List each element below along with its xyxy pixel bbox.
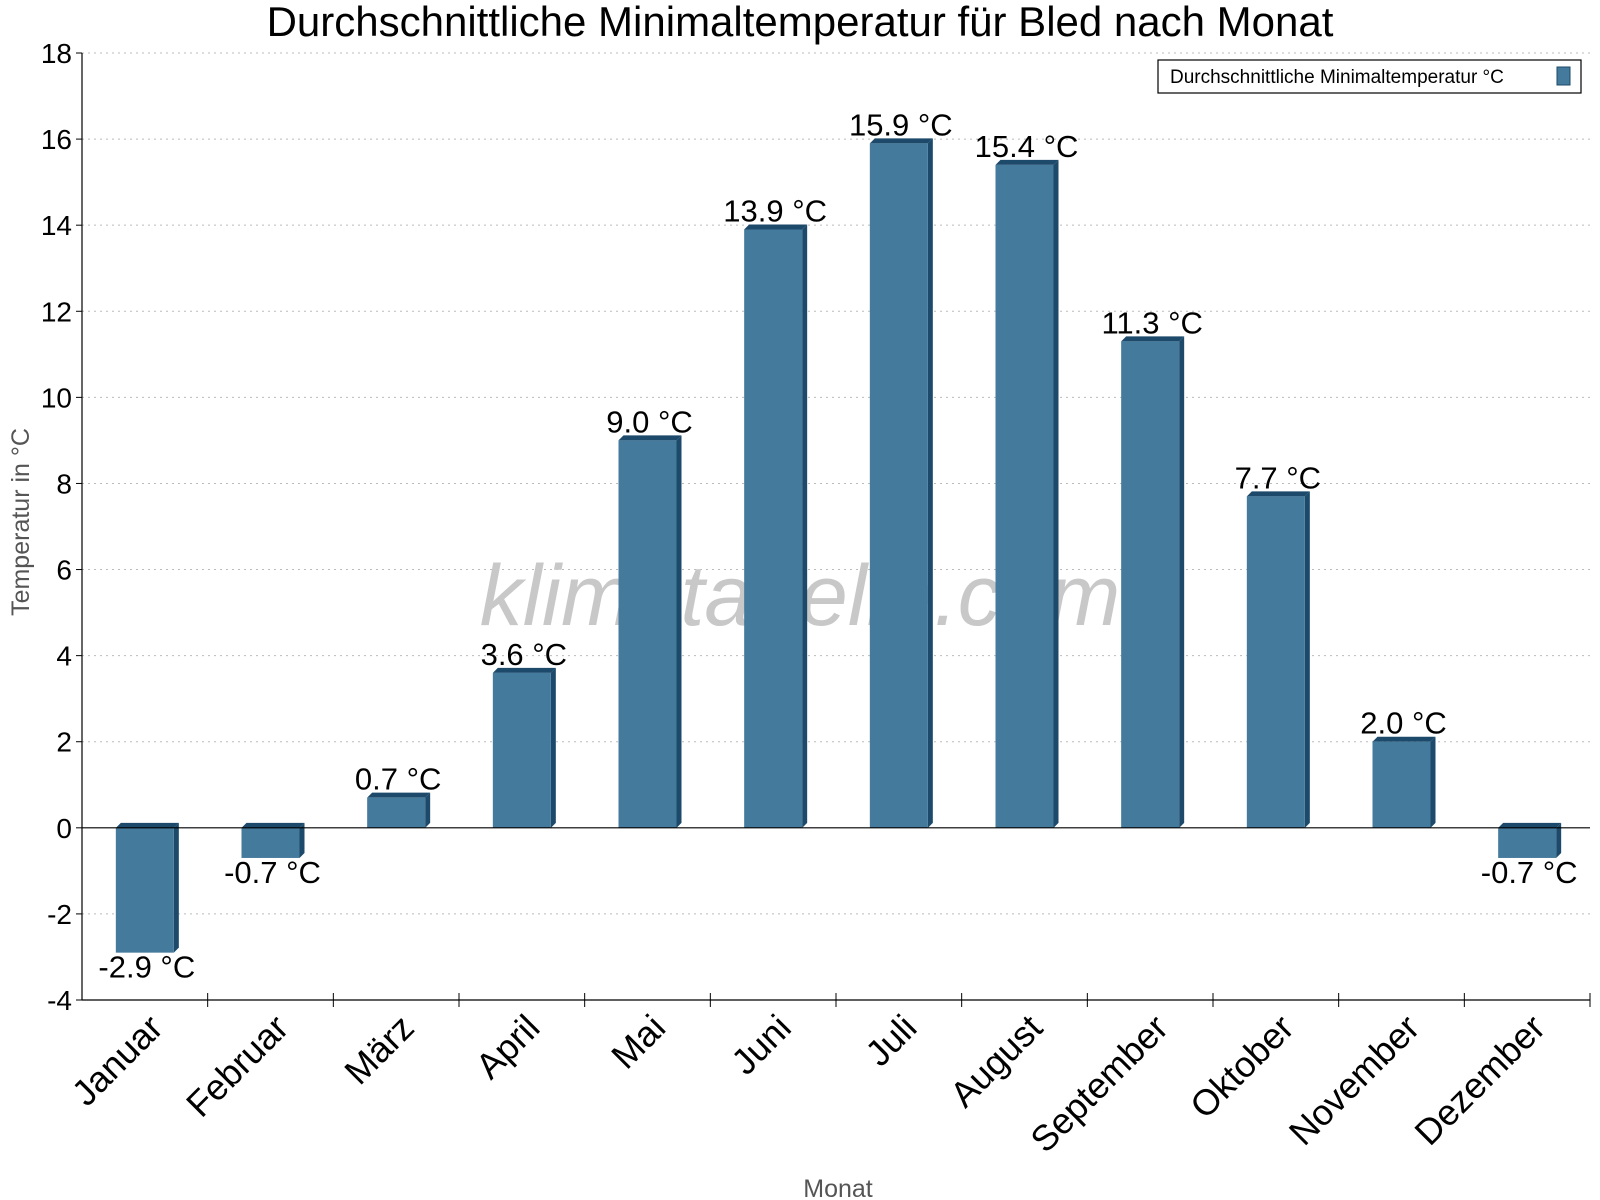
x-tick-labels: Januar Februar März April Mai Juni Juli AugustS…: [64, 1007, 1553, 1161]
x-tick-label: Januar: [64, 1007, 171, 1114]
data-label: -2.9 °C: [98, 950, 195, 985]
bar-front-face: [995, 164, 1054, 828]
bar-4: [618, 435, 682, 828]
bar-top-face: [995, 159, 1059, 165]
bar-8: [1121, 336, 1185, 828]
data-label: 13.9 °C: [723, 193, 827, 228]
x-tick-label: Juni: [723, 1007, 799, 1083]
bar-top-face: [1498, 822, 1562, 828]
bar-5: [744, 224, 808, 828]
bar-front-face: [1246, 496, 1305, 828]
bar-0: [115, 822, 179, 953]
bar-side-face: [1304, 491, 1310, 828]
bar-side-face: [173, 822, 179, 953]
bar-top-face: [241, 822, 305, 828]
x-tick-label: Februar: [178, 1007, 296, 1125]
data-label: 2.0 °C: [1360, 706, 1447, 741]
bar-front-face: [1498, 827, 1557, 858]
x-tick-label: Dezember: [1406, 1007, 1552, 1153]
x-tick-label: November: [1281, 1007, 1427, 1153]
bar-top-face: [367, 792, 431, 798]
x-tick-label: Juli: [857, 1007, 924, 1074]
data-label: 7.7 °C: [1235, 460, 1322, 495]
bar-side-face: [1179, 336, 1185, 828]
data-label: 0.7 °C: [355, 762, 442, 797]
bar-front-face: [1121, 341, 1180, 828]
x-tick-label: März: [336, 1007, 422, 1093]
y-tick-label: 4: [56, 641, 72, 672]
x-tick-label: Mai: [603, 1007, 673, 1077]
grid: [82, 52, 1590, 915]
data-label: -0.7 °C: [1481, 855, 1578, 890]
x-tick-label: September: [1022, 1007, 1176, 1161]
bar-front-face: [744, 229, 803, 828]
bar-front-face: [367, 797, 426, 828]
data-label: -0.7 °C: [224, 855, 321, 890]
y-tick-label: 10: [41, 382, 72, 413]
y-tick-label: 8: [56, 468, 72, 499]
y-tick-labels: -4 -2 0 2 4 6 8 10 12 14 16 18: [41, 38, 72, 1016]
bar-side-face: [550, 667, 556, 828]
bar-10: [1372, 736, 1436, 828]
bar-top-face: [618, 435, 682, 441]
bar-side-face: [1556, 822, 1562, 858]
bar-front-face: [869, 143, 928, 828]
y-axis-title: Temperatur in °C: [7, 428, 35, 616]
bar-2: [367, 792, 431, 828]
x-axis-title: Monat: [803, 1175, 873, 1200]
bar-top-face: [1246, 491, 1310, 497]
bar-top-face: [115, 822, 179, 828]
data-labels: -2.9 °C -0.7 °C 0.7 °C 3.6 °C 9.0 °C 13.9 °C 1…: [98, 107, 1577, 984]
bar-9: [1246, 491, 1310, 828]
bar-side-face: [802, 224, 808, 828]
bar-side-face: [299, 822, 305, 858]
bar-top-face: [492, 667, 556, 673]
y-tick-label: 14: [41, 210, 72, 241]
bar-top-face: [1372, 736, 1436, 742]
legend-box: [1157, 59, 1582, 94]
bar-1: [241, 822, 305, 858]
data-label: 11.3 °C: [1101, 305, 1202, 340]
y-tick-label: 2: [56, 727, 72, 758]
bar-3: [492, 667, 556, 828]
bar-7: [995, 159, 1059, 828]
bar-side-face: [1430, 736, 1436, 828]
y-tick-label: 18: [41, 38, 72, 69]
y-tick-label: 0: [56, 813, 72, 844]
legend-swatch: [1556, 66, 1571, 86]
chart-title: Durchschnittliche Minimaltemperatur für …: [267, 0, 1334, 45]
y-tick-label: 6: [56, 555, 72, 586]
bar-side-face: [425, 792, 431, 828]
bar-side-face: [927, 138, 933, 828]
data-label: 15.4 °C: [975, 129, 1079, 164]
bar-front-face: [492, 672, 551, 828]
bar-front-face: [115, 827, 174, 953]
bar-top-face: [744, 224, 808, 230]
data-label: 3.6 °C: [481, 637, 568, 672]
data-label: 15.9 °C: [849, 107, 953, 142]
axes: [76, 52, 1591, 1007]
y-tick-label: -4: [47, 985, 72, 1016]
bar-top-face: [869, 138, 933, 144]
x-tick-label: April: [468, 1007, 548, 1087]
y-tick-label: 12: [41, 296, 72, 327]
bar-front-face: [618, 440, 677, 828]
data-label: 9.0 °C: [606, 404, 693, 439]
bar-6: [869, 138, 933, 828]
bar-top-face: [1121, 336, 1185, 342]
bar-front-face: [1372, 741, 1431, 828]
y-tick-label: 16: [41, 124, 72, 155]
y-tick-label: -2: [47, 899, 72, 930]
bar-side-face: [676, 435, 682, 828]
bars: [115, 138, 1562, 953]
bar-front-face: [241, 827, 300, 858]
x-tick-label: August: [942, 1007, 1050, 1115]
x-tick-label: Oktober: [1182, 1007, 1302, 1127]
legend-label: Durchschnittliche Minimaltemperatur °C: [1170, 67, 1504, 88]
bar-11: [1498, 822, 1562, 858]
bar-side-face: [1053, 159, 1059, 828]
legend: Durchschnittliche Minimaltemperatur °C: [1157, 59, 1582, 94]
